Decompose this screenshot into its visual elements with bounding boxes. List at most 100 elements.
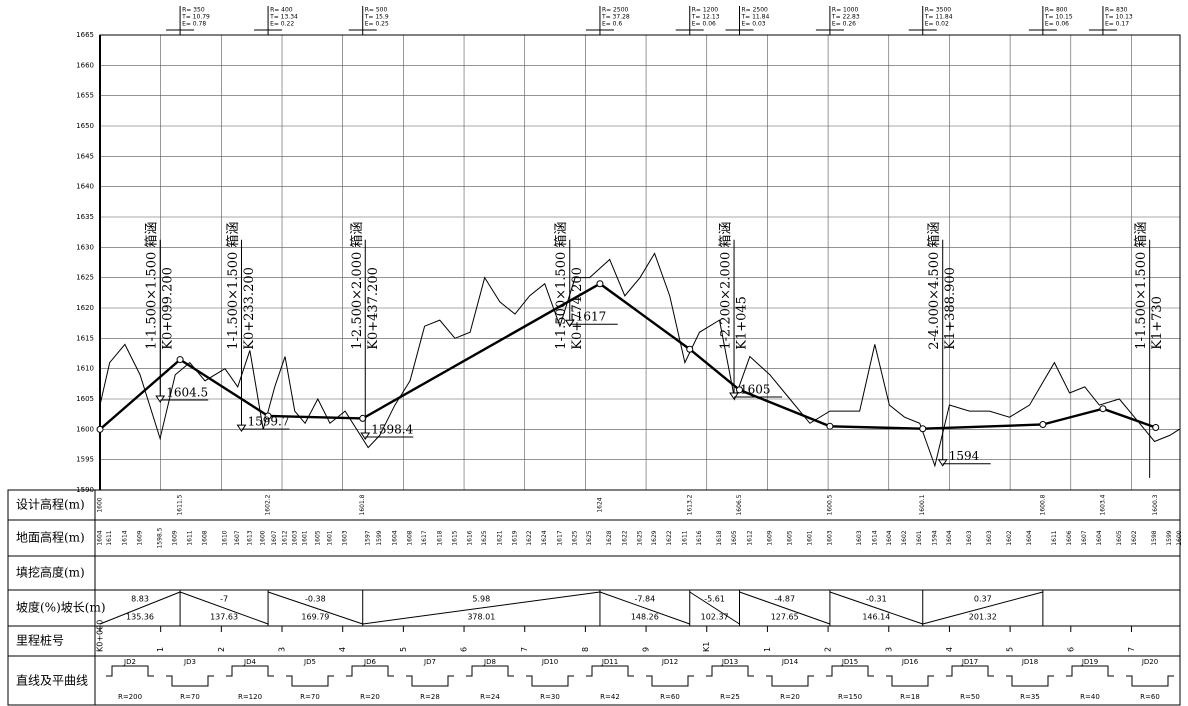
pvi-point — [177, 357, 183, 363]
elevation-value: 1603 — [291, 530, 298, 545]
curve-param: R= 1000 — [832, 7, 859, 14]
curve-param: T= 11.84 — [924, 14, 953, 21]
row-label: 设计高程(m) — [16, 497, 85, 512]
jd-label: JD11 — [601, 658, 618, 666]
curve-param: E= 0.03 — [742, 21, 766, 28]
elevation-value: 1600 — [97, 497, 104, 512]
stake-label: K1 — [702, 642, 711, 652]
row-label: 地面高程(m) — [16, 530, 85, 545]
structure-station: K1+388.900 — [943, 267, 958, 350]
grade-value: -7.84 — [635, 595, 656, 604]
stake-label: 2 — [217, 647, 226, 652]
jd-label: JD10 — [541, 658, 558, 666]
profile-drawing: 1590159516001605161016151620162516301635… — [0, 0, 1188, 706]
elevation-value: 1602 — [901, 530, 908, 545]
elevation-value: 1625 — [572, 530, 579, 545]
curve-param: E= 0.06 — [1045, 21, 1069, 28]
grade-length: 169.79 — [301, 613, 329, 622]
elevation-value: 1603 — [856, 530, 863, 545]
elevation-value: 1625 — [481, 530, 488, 545]
curve-param: R= 400 — [270, 7, 293, 14]
grade-length: 102.37 — [701, 613, 729, 622]
pvi-point — [1040, 421, 1046, 427]
structure-name: 1-2.500×2.000 箱涵 — [349, 222, 365, 350]
stake-label: 5 — [399, 647, 408, 652]
y-tick-label: 1625 — [76, 274, 94, 282]
curve-param: E= 0.22 — [270, 21, 294, 28]
stake-label: 3 — [884, 647, 893, 652]
structure-name: 2-4.000×4.500 箱涵 — [926, 222, 942, 350]
curve-param: T= 12.13 — [691, 14, 720, 21]
invert-label: 1594 — [949, 449, 980, 463]
elevation-value: 1601 — [302, 530, 309, 545]
background — [0, 0, 1188, 706]
invert-label: 1599.7 — [247, 415, 289, 429]
stake-label: 4 — [338, 647, 347, 652]
elevation-value: 1607 — [271, 530, 278, 545]
elevation-value: 1611.5 — [177, 494, 184, 515]
jd-radius: R=120 — [238, 693, 262, 701]
stake-label: 7 — [1127, 647, 1136, 652]
stake-label: 6 — [460, 647, 469, 652]
elevation-value: 1613 — [246, 530, 253, 545]
elevation-value: 1621 — [496, 530, 503, 545]
curve-param: T= 22.83 — [831, 14, 860, 21]
pvi-point — [97, 426, 103, 432]
stake-label: 9 — [642, 647, 651, 652]
grade-length: 201.32 — [969, 613, 997, 622]
curve-param: T= 10.79 — [181, 14, 210, 21]
jd-label: JD3 — [183, 658, 196, 666]
grade-length: 137.63 — [210, 613, 238, 622]
elevation-value: 1608 — [201, 530, 208, 545]
stake-label: 3 — [278, 647, 287, 652]
row-label: 里程桩号 — [16, 633, 64, 648]
elevation-value: 1598.5 — [157, 527, 164, 548]
elevation-value: 1597 — [365, 530, 372, 545]
jd-radius: R=200 — [118, 693, 142, 701]
elevation-value: 1618 — [716, 530, 723, 545]
elevation-value: 1601 — [806, 530, 813, 545]
elevation-value: 1613.2 — [686, 494, 693, 515]
elevation-value: 1624 — [541, 530, 548, 545]
y-tick-label: 1600 — [76, 425, 94, 433]
y-tick-label: 1610 — [76, 365, 94, 373]
elevation-value: 1617 — [421, 530, 428, 545]
jd-label: JD20 — [1141, 658, 1158, 666]
elevation-value: 1602.2 — [265, 494, 272, 515]
elevation-value: 1600 — [1176, 530, 1183, 545]
y-tick-label: 1595 — [76, 456, 94, 464]
elevation-value: 1624 — [596, 497, 603, 512]
elevation-value: 1609 — [137, 530, 144, 545]
elevation-value: 1603 — [342, 530, 349, 545]
structure-name: 1-2.200×2.000 箱涵 — [718, 222, 734, 350]
jd-label: JD12 — [661, 658, 678, 666]
grade-value: 8.83 — [131, 595, 149, 604]
jd-label: JD4 — [243, 658, 256, 666]
jd-label: JD8 — [483, 658, 496, 666]
jd-label: JD5 — [303, 658, 316, 666]
structure-name: 1-1.500×1.500 箱涵 — [144, 222, 160, 350]
curve-param: E= 0.17 — [1105, 21, 1129, 28]
curve-param: R= 500 — [365, 7, 388, 14]
pvi-point — [920, 426, 926, 432]
stake-label: K0+000 — [96, 620, 105, 652]
elevation-value: 1603.4 — [1099, 494, 1106, 515]
elevation-value: 1607 — [1081, 530, 1088, 545]
elevation-value: 1601 — [916, 530, 923, 545]
elevation-value: 1609 — [172, 530, 179, 545]
jd-radius: R=30 — [540, 693, 560, 701]
elevation-value: 1604 — [946, 530, 953, 545]
jd-label: JD6 — [363, 658, 376, 666]
elevation-value: 1610 — [221, 530, 228, 545]
curve-param: R= 830 — [1105, 7, 1128, 14]
jd-radius: R=150 — [838, 693, 862, 701]
y-tick-label: 1665 — [76, 31, 94, 39]
curve-param: R= 1200 — [692, 7, 719, 14]
jd-radius: R=60 — [1140, 693, 1160, 701]
elevation-value: 1625 — [586, 530, 593, 545]
jd-label: JD19 — [1081, 658, 1098, 666]
elevation-value: 1618 — [436, 530, 443, 545]
elevation-value: 1607 — [234, 530, 241, 545]
elevation-value: 1604 — [1096, 530, 1103, 545]
y-tick-label: 1620 — [76, 304, 94, 312]
